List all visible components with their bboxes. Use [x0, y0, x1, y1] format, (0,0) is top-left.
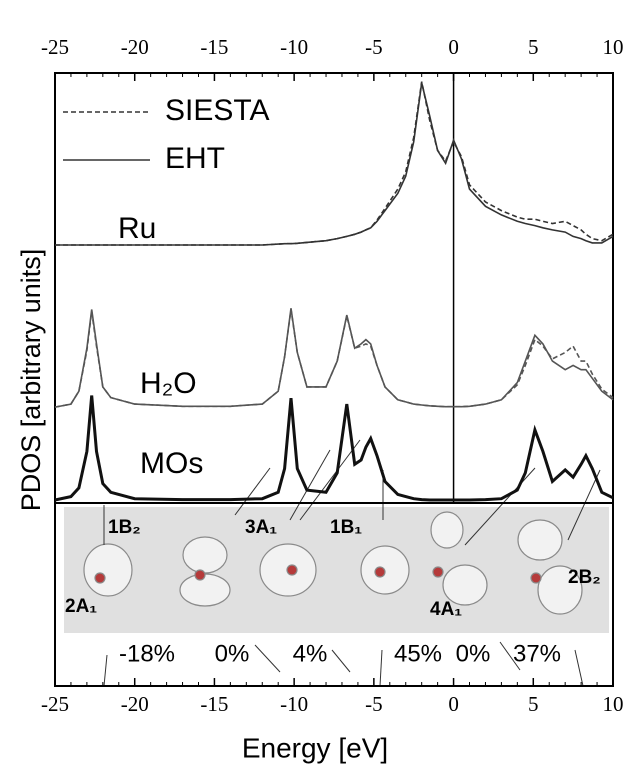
curve-label: Ru [118, 212, 156, 245]
orbital-label: 1B₂ [108, 517, 141, 538]
orbital-label: 1B₁ [330, 517, 362, 538]
x-tick-label-top: 10 [603, 35, 624, 59]
legend-label: EHT [165, 142, 225, 175]
orbital-panel [64, 507, 609, 633]
x-tick-label-top: 5 [528, 35, 539, 59]
orbital-label: 3A₁ [245, 517, 277, 538]
x-tick-label: -5 [365, 692, 383, 716]
x-axis-title: Energy [eV] [242, 732, 388, 763]
percentage-label: 37% [513, 640, 561, 667]
series-line [54, 308, 614, 408]
x-tick-label-top: -15 [200, 35, 228, 59]
x-tick-label: 0 [448, 692, 459, 716]
orbital-label: 2B₂ [568, 567, 601, 588]
orbital-images [83, 511, 583, 615]
percentage-label: -18% [119, 640, 175, 667]
orbital-label: 4A₁ [430, 599, 462, 620]
x-tick-label-top: -25 [41, 35, 69, 59]
series-line [55, 82, 614, 246]
percentage-label: 4% [293, 640, 328, 667]
x-tick-label-top: -20 [121, 35, 149, 59]
x-tick-label-top: 0 [448, 35, 459, 59]
legend-label: SIESTA [165, 94, 269, 127]
percentage-label: 0% [456, 640, 491, 667]
percentage-label: 45% [394, 640, 442, 667]
percentage-label: 0% [215, 640, 250, 667]
orbital-label: 2A₁ [65, 596, 97, 617]
y-axis-title: PDOS [arbitrary units] [16, 249, 46, 512]
series-line [54, 395, 614, 502]
x-tick-label-top: -10 [280, 35, 308, 59]
x-tick-label: -10 [280, 692, 308, 716]
x-tick-label: -15 [200, 692, 228, 716]
x-tick-label: -25 [41, 692, 69, 716]
curve-label: H₂O [140, 367, 197, 400]
leader-lines [103, 439, 601, 687]
x-tick-label-top: -5 [365, 35, 383, 59]
x-tick-label: 10 [603, 692, 624, 716]
series-line [54, 309, 614, 408]
curve-label: MOs [140, 447, 203, 480]
x-tick-label: -20 [121, 692, 149, 716]
x-tick-label: 5 [528, 692, 539, 716]
